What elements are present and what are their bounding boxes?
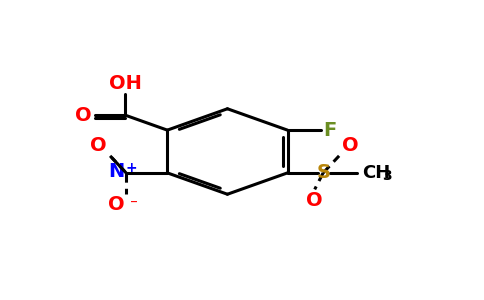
Text: 3: 3 <box>382 169 391 183</box>
Text: +: + <box>126 161 137 175</box>
Text: CH: CH <box>363 164 391 182</box>
Text: ⁻: ⁻ <box>130 198 138 213</box>
Text: O: O <box>90 136 106 155</box>
Text: O: O <box>306 190 323 210</box>
Text: F: F <box>323 121 336 140</box>
Text: OH: OH <box>108 74 141 93</box>
Text: O: O <box>342 136 359 155</box>
Text: N: N <box>108 162 124 181</box>
Text: O: O <box>76 106 92 124</box>
Text: O: O <box>107 195 124 214</box>
Text: S: S <box>316 164 330 182</box>
